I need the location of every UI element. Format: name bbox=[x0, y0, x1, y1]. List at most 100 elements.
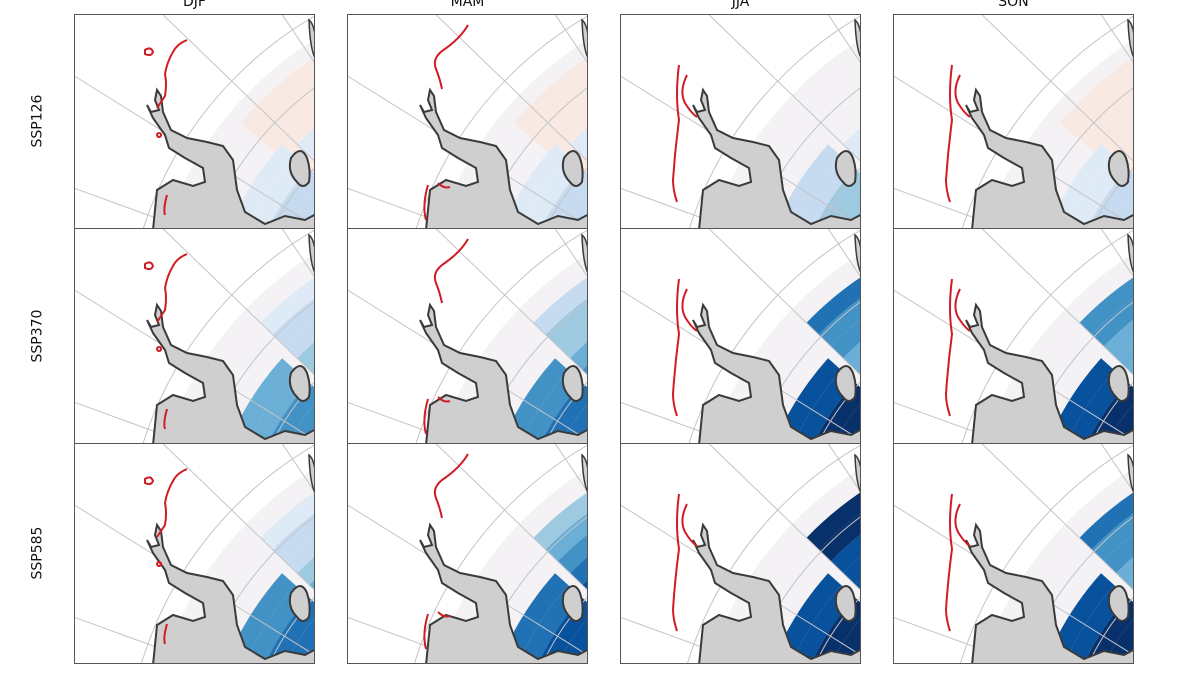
map-svg bbox=[894, 15, 1133, 228]
island-land bbox=[561, 585, 584, 622]
island-land bbox=[1107, 150, 1130, 187]
island-land bbox=[288, 365, 311, 402]
contour-line bbox=[671, 278, 698, 417]
anomaly-band bbox=[843, 128, 860, 157]
anomaly-band bbox=[1103, 534, 1133, 574]
map-panel-ssp585-djf bbox=[74, 443, 315, 664]
antarctic-peninsula-land bbox=[419, 87, 587, 228]
anomaly-band bbox=[297, 557, 314, 586]
antarctic-peninsula-land bbox=[965, 302, 1133, 443]
antarctic-peninsula-land bbox=[692, 302, 860, 443]
anomaly-band bbox=[284, 319, 314, 359]
anomaly-band bbox=[284, 534, 314, 574]
map-panel-ssp126-son bbox=[893, 14, 1134, 229]
anomaly-band bbox=[1128, 365, 1133, 375]
island-land bbox=[1107, 365, 1130, 402]
anomaly-band bbox=[855, 365, 860, 375]
anomaly-band bbox=[843, 557, 860, 586]
row-label-ssp585: SSP585 bbox=[29, 526, 45, 580]
contour-line bbox=[671, 64, 698, 203]
contour-line bbox=[144, 39, 188, 216]
anomaly-band bbox=[806, 492, 860, 550]
antarctic-peninsula-land bbox=[146, 522, 314, 663]
contour-line bbox=[144, 253, 188, 430]
column-title-son: SON bbox=[998, 0, 1029, 10]
map-panel-ssp126-djf bbox=[74, 14, 315, 229]
map-svg bbox=[75, 444, 314, 663]
antarctic-peninsula-land bbox=[146, 87, 314, 228]
antarctic-peninsula-land bbox=[965, 87, 1133, 228]
anomaly-band bbox=[260, 492, 314, 550]
anomaly-band bbox=[297, 342, 314, 371]
map-svg bbox=[894, 229, 1133, 443]
map-svg bbox=[348, 444, 587, 663]
row-label-ssp370: SSP370 bbox=[29, 309, 45, 362]
map-panel-ssp370-mam bbox=[347, 228, 588, 444]
antarctic-peninsula-land bbox=[692, 522, 860, 663]
contour-line bbox=[423, 24, 469, 221]
anomaly-band bbox=[1103, 319, 1133, 359]
map-panel-ssp370-djf bbox=[74, 228, 315, 444]
anomaly-band-west bbox=[228, 358, 296, 443]
map-panel-ssp126-jja bbox=[620, 14, 861, 229]
map-panel-ssp585-son bbox=[893, 443, 1134, 664]
map-svg bbox=[621, 15, 860, 228]
anomaly-band-west bbox=[228, 573, 296, 663]
map-svg bbox=[621, 444, 860, 663]
anomaly-band-west bbox=[501, 144, 569, 228]
anomaly-band bbox=[855, 151, 860, 161]
map-panel-ssp585-jja bbox=[620, 443, 861, 664]
island-land bbox=[834, 365, 857, 402]
anomaly-band-west bbox=[1047, 573, 1115, 663]
island-land bbox=[1107, 585, 1130, 622]
contour-line bbox=[671, 493, 698, 632]
anomaly-band-west bbox=[774, 573, 842, 663]
anomaly-band bbox=[582, 580, 587, 590]
contour-line bbox=[144, 468, 188, 645]
map-panel-ssp585-mam bbox=[347, 443, 588, 664]
contour-line bbox=[423, 453, 469, 650]
anomaly-band bbox=[843, 342, 860, 371]
island-land bbox=[288, 585, 311, 622]
island-land bbox=[561, 150, 584, 187]
island-land bbox=[288, 150, 311, 187]
map-svg bbox=[621, 229, 860, 443]
anomaly-band bbox=[570, 342, 587, 371]
contour-line bbox=[944, 493, 971, 632]
anomaly-band bbox=[1079, 492, 1133, 550]
anomaly-band bbox=[582, 151, 587, 161]
anomaly-band-west bbox=[228, 144, 296, 228]
antarctic-peninsula-land bbox=[692, 87, 860, 228]
anomaly-band bbox=[533, 492, 587, 550]
anomaly-band bbox=[1079, 277, 1133, 335]
map-panel-ssp126-mam bbox=[347, 14, 588, 229]
anomaly-band bbox=[533, 277, 587, 335]
column-title-jja: JJA bbox=[731, 0, 750, 10]
anomaly-band bbox=[1128, 580, 1133, 590]
antarctic-peninsula-land bbox=[419, 302, 587, 443]
anomaly-band bbox=[582, 365, 587, 375]
antarctic-peninsula-land bbox=[146, 302, 314, 443]
anomaly-band bbox=[570, 128, 587, 157]
antarctic-peninsula-land bbox=[419, 522, 587, 663]
row-label-ssp126: SSP126 bbox=[29, 94, 45, 148]
map-panel-ssp370-jja bbox=[620, 228, 861, 444]
map-svg bbox=[894, 444, 1133, 663]
contour-line bbox=[944, 64, 971, 203]
anomaly-band-west bbox=[501, 358, 569, 443]
anomaly-band bbox=[557, 319, 587, 359]
anomaly-band bbox=[260, 277, 314, 335]
anomaly-band bbox=[830, 319, 860, 359]
anomaly-band bbox=[297, 128, 314, 157]
map-svg bbox=[75, 15, 314, 228]
anomaly-band bbox=[806, 277, 860, 335]
column-title-mam: MAM bbox=[450, 0, 485, 10]
contour-line bbox=[423, 238, 469, 435]
antarctic-peninsula-land bbox=[965, 522, 1133, 663]
anomaly-band-west bbox=[774, 358, 842, 443]
anomaly-band-west bbox=[774, 144, 842, 228]
anomaly-band-west bbox=[1047, 358, 1115, 443]
island-land bbox=[834, 150, 857, 187]
anomaly-band-west bbox=[501, 573, 569, 663]
anomaly-band-west bbox=[1047, 144, 1115, 228]
